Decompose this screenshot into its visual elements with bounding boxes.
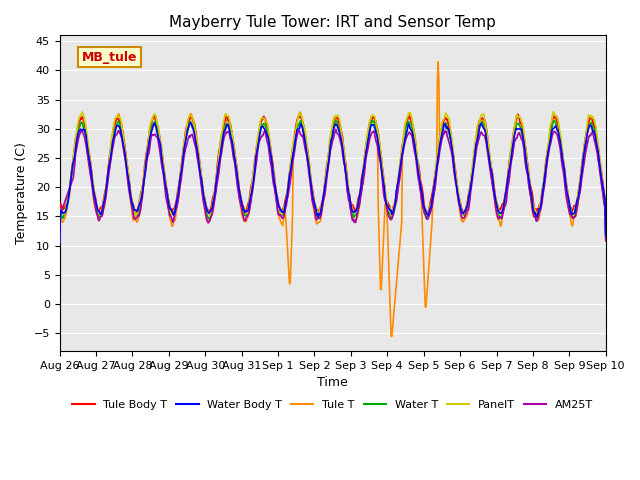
Text: MB_tule: MB_tule — [81, 50, 137, 63]
X-axis label: Time: Time — [317, 376, 348, 389]
Legend: Tule Body T, Water Body T, Tule T, Water T, PanelT, AM25T: Tule Body T, Water Body T, Tule T, Water… — [68, 396, 598, 415]
Y-axis label: Temperature (C): Temperature (C) — [15, 142, 28, 244]
Title: Mayberry Tule Tower: IRT and Sensor Temp: Mayberry Tule Tower: IRT and Sensor Temp — [169, 15, 496, 30]
